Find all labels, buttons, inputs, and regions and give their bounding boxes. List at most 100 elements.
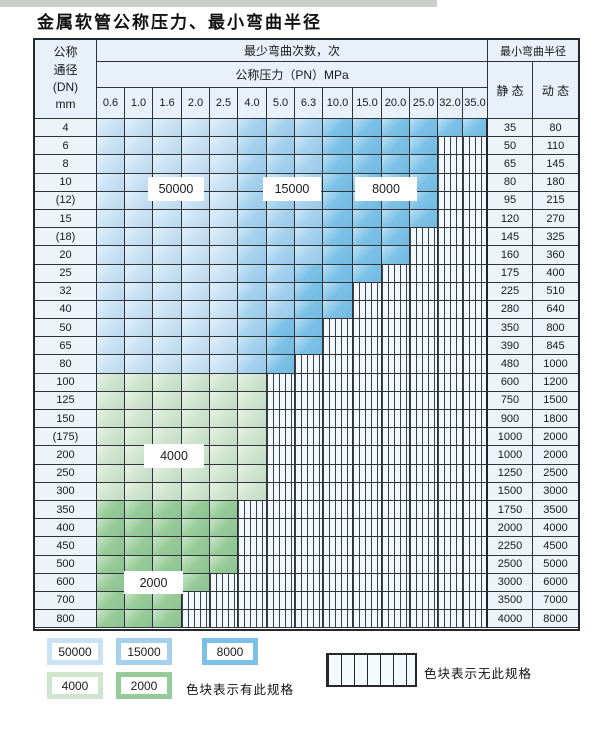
spec-cell-none — [267, 500, 295, 520]
spec-cell-none — [295, 446, 323, 465]
cycle-label-50000: 50000 — [148, 177, 204, 201]
spec-cell-none — [438, 228, 463, 247]
spec-cell-none — [210, 573, 238, 592]
spec-cell-none — [463, 610, 488, 629]
spec-cell-none — [410, 500, 438, 520]
spec-cell-none — [323, 337, 353, 356]
spec-cell-G — [210, 555, 238, 574]
spec-cell-D — [267, 319, 295, 338]
spec-cell-none — [463, 464, 488, 483]
spec-cell-g — [97, 482, 125, 501]
spec-cell-none — [238, 610, 267, 629]
spec-cell-G — [153, 500, 182, 520]
spec-cell-none — [382, 300, 410, 320]
spec-cell-none — [267, 573, 295, 592]
spec-cell-none — [410, 410, 438, 429]
dynamic-radius-cell: 1500 — [533, 391, 578, 410]
spec-cell-M — [238, 337, 267, 356]
spec-cell-none — [353, 282, 382, 301]
spec-cell-none — [438, 537, 463, 556]
spec-cell-L — [125, 246, 153, 265]
spec-cell-g — [210, 446, 238, 465]
spec-cell-g — [238, 464, 267, 483]
spec-cell-none — [382, 482, 410, 501]
spec-cell-D — [410, 173, 438, 192]
spec-cell-G — [125, 500, 153, 520]
spec-cell-none — [463, 482, 488, 501]
spec-cell-none — [323, 391, 353, 410]
spec-cell-M — [238, 119, 267, 138]
spec-cell-none — [382, 337, 410, 356]
spec-cell-D — [295, 300, 323, 320]
dynamic-radius-cell: 2500 — [533, 464, 578, 483]
spec-cell-L — [97, 246, 125, 265]
spec-cell-L — [97, 264, 125, 283]
spec-cell-none — [463, 319, 488, 338]
static-radius-cell: 1250 — [488, 464, 533, 483]
spec-cell-none — [410, 464, 438, 483]
spec-cell-L — [182, 264, 210, 283]
static-radius-cell: 225 — [488, 282, 533, 301]
spec-cell-M — [267, 246, 295, 265]
spec-cell-none — [267, 410, 295, 429]
spec-cell-L — [153, 228, 182, 247]
spec-cell-none — [267, 610, 295, 629]
cycles-header: 最少弯曲次数，次 — [97, 40, 488, 62]
dn-cell: 50 — [35, 319, 97, 338]
spec-cell-none — [295, 410, 323, 429]
spec-cell-g — [125, 428, 153, 447]
static-radius-cell: 750 — [488, 391, 533, 410]
spec-cell-G — [125, 519, 153, 538]
spec-cell-none — [295, 373, 323, 392]
spec-cell-L — [97, 355, 125, 374]
static-radius-cell: 1500 — [488, 482, 533, 501]
spec-cell-none — [323, 500, 353, 520]
spec-cell-L — [97, 137, 125, 156]
spec-cell-none — [410, 228, 438, 247]
spec-cell-none — [438, 446, 463, 465]
static-radius-cell: 160 — [488, 246, 533, 265]
spec-cell-g — [238, 482, 267, 501]
spec-cell-G — [97, 573, 125, 592]
dynamic-radius-cell: 80 — [533, 119, 578, 138]
spec-cell-L — [182, 282, 210, 301]
spec-cell-none — [463, 391, 488, 410]
spec-cell-L — [182, 355, 210, 374]
spec-cell-L — [153, 137, 182, 156]
spec-cell-none — [438, 209, 463, 229]
spec-cell-none — [438, 264, 463, 283]
spec-cell-L — [210, 282, 238, 301]
spec-cell-D — [323, 191, 353, 210]
spec-cell-L — [210, 319, 238, 338]
spec-cell-g — [97, 373, 125, 392]
spec-cell-D — [410, 191, 438, 210]
spec-cell-L — [182, 155, 210, 174]
spec-cell-none — [438, 573, 463, 592]
spec-cell-L — [210, 355, 238, 374]
spec-cell-L — [125, 191, 153, 210]
dynamic-radius-cell: 845 — [533, 337, 578, 356]
spec-cell-none — [323, 355, 353, 374]
spec-cell-none — [463, 519, 488, 538]
spec-cell-D — [323, 300, 353, 320]
spec-cell-g — [125, 464, 153, 483]
corner-header-dn: 公称 通径 (DN) mm — [35, 40, 97, 119]
spec-cell-none — [323, 373, 353, 392]
spec-cell-none — [382, 537, 410, 556]
spec-cell-G — [182, 500, 210, 520]
dn-cell: 40 — [35, 300, 97, 320]
spec-cell-M — [238, 137, 267, 156]
spec-cell-none — [382, 555, 410, 574]
cycle-label-2000: 2000 — [124, 571, 183, 594]
spec-cell-none — [410, 246, 438, 265]
corner-header-line: 通径 — [53, 62, 78, 77]
legend-swatch-50000: 50000 — [47, 638, 103, 665]
spec-cell-none — [410, 428, 438, 447]
static-radius-cell: 95 — [488, 191, 533, 210]
spec-cell-M — [238, 355, 267, 374]
spec-cell-G — [210, 537, 238, 556]
spec-cell-none — [410, 482, 438, 501]
spec-cell-L — [97, 209, 125, 229]
dynamic-radius-cell: 800 — [533, 319, 578, 338]
spec-cell-none — [353, 391, 382, 410]
